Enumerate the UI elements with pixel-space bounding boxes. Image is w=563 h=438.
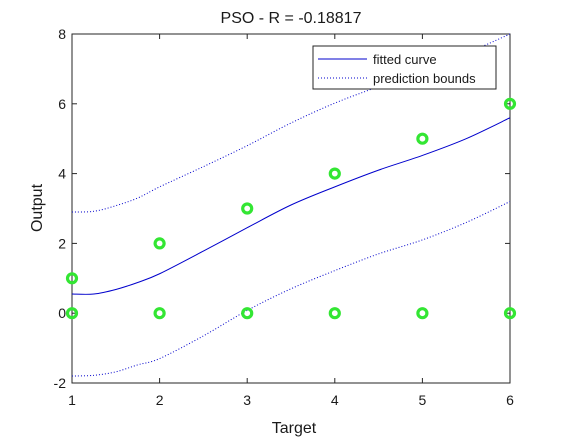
data-point bbox=[503, 97, 517, 110]
data-points bbox=[65, 97, 517, 320]
legend-label-fitted-curve: fitted curve bbox=[373, 52, 437, 67]
fitted-curve-line bbox=[71, 117, 511, 295]
data-point bbox=[416, 307, 429, 320]
y-tick-label: 6 bbox=[58, 96, 66, 112]
watermark: 掘金技术社区 @ Matlab科研工作室 bbox=[348, 406, 556, 422]
x-axis-title: Target bbox=[272, 420, 317, 437]
y-tick-label: 0 bbox=[58, 305, 66, 321]
prediction-bound-lower bbox=[71, 201, 511, 377]
x-tick-label: 5 bbox=[419, 392, 427, 408]
y-axis-ticks: -2 0 2 4 6 8 bbox=[54, 26, 510, 391]
y-tick-label: 2 bbox=[58, 235, 66, 251]
x-tick-label: 6 bbox=[506, 392, 514, 408]
data-point bbox=[328, 167, 341, 180]
legend-box bbox=[312, 45, 497, 90]
y-tick-label: 8 bbox=[58, 26, 66, 42]
legend-label-prediction-bounds: prediction bounds bbox=[373, 71, 476, 86]
data-point bbox=[153, 307, 166, 320]
y-tick-label: 4 bbox=[58, 166, 66, 182]
x-axis-ticks: 1 2 3 4 5 6 bbox=[68, 34, 514, 408]
y-tick-label: -2 bbox=[54, 375, 67, 391]
x-tick-label: 2 bbox=[156, 392, 164, 408]
x-tick-label: 4 bbox=[331, 392, 339, 408]
x-tick-label: 1 bbox=[68, 392, 76, 408]
data-point bbox=[328, 307, 341, 320]
prediction-bound-upper bbox=[71, 33, 511, 213]
watermark-text: 掘金技术社区 @ Matlab科研工作室 bbox=[348, 406, 556, 422]
series-layer bbox=[71, 33, 511, 377]
data-point bbox=[416, 132, 429, 145]
x-tick-label: 3 bbox=[243, 392, 251, 408]
data-point bbox=[65, 307, 79, 320]
legend: fitted curve prediction bounds bbox=[312, 45, 497, 90]
data-point bbox=[503, 307, 517, 320]
data-point bbox=[241, 202, 254, 215]
chart-title: PSO - R = -0.18817 bbox=[221, 10, 362, 27]
data-point bbox=[153, 237, 166, 250]
y-axis-title: Output bbox=[29, 183, 46, 232]
data-point bbox=[65, 272, 79, 285]
data-point bbox=[241, 307, 254, 320]
plot-area bbox=[71, 33, 511, 384]
